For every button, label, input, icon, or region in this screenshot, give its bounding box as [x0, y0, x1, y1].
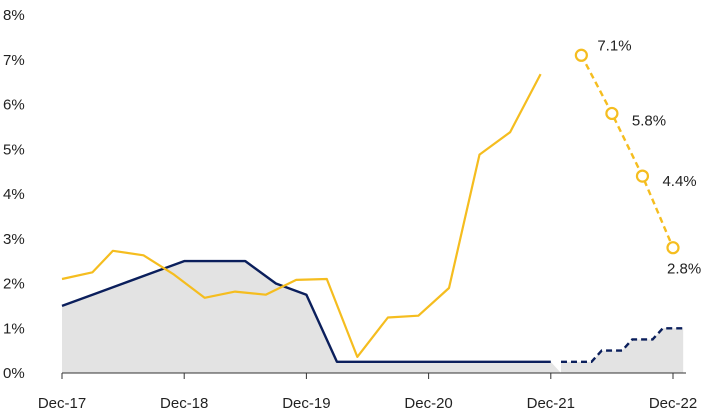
y-tick-label: 0% — [3, 365, 25, 382]
y-tick-label: 2% — [3, 276, 25, 293]
inflation-forecast-marker — [574, 48, 588, 62]
x-tick-label: Dec-20 — [404, 395, 452, 412]
y-tick-label: 5% — [3, 141, 25, 158]
x-tick-label: Dec-18 — [160, 395, 208, 412]
inflation-forecast-marker — [666, 241, 680, 255]
y-tick-label: 4% — [3, 186, 25, 203]
y-tick-label: 8% — [3, 7, 25, 24]
inflation-forecast-marker — [605, 106, 619, 121]
axes: 0% 1% 2% 3% 4% 5% 6% 7% 8% Dec-17 Dec-18 Dec-19 Dec-… — [3, 7, 697, 412]
inflation-forecast-line — [580, 54, 675, 249]
labels: 7.1% 5.8% 4.4% 2.8% — [597, 37, 701, 277]
inflation-line — [61, 73, 542, 358]
area-layer — [62, 261, 684, 373]
data-label: 5.8% — [632, 112, 666, 129]
series-markers — [574, 48, 680, 255]
inflation-forecast-marker — [635, 169, 650, 183]
series-lines — [61, 54, 684, 363]
x-tick-label: Dec-22 — [649, 395, 697, 412]
policy-rate-forecast-line — [561, 327, 684, 363]
y-tick-label: 7% — [3, 52, 25, 69]
policy-rate-line — [61, 259, 551, 363]
data-label: 2.8% — [667, 261, 701, 278]
data-label: 4.4% — [662, 173, 696, 190]
x-tick-label: Dec-17 — [38, 395, 86, 412]
y-tick-label: 6% — [3, 97, 25, 114]
y-tick-label: 3% — [3, 231, 25, 248]
data-label: 7.1% — [597, 37, 631, 54]
x-tick-label: Dec-21 — [527, 395, 575, 412]
y-tick-label: 1% — [3, 320, 25, 337]
policy-rate-area — [62, 261, 684, 373]
x-tick-label: Dec-19 — [282, 395, 330, 412]
